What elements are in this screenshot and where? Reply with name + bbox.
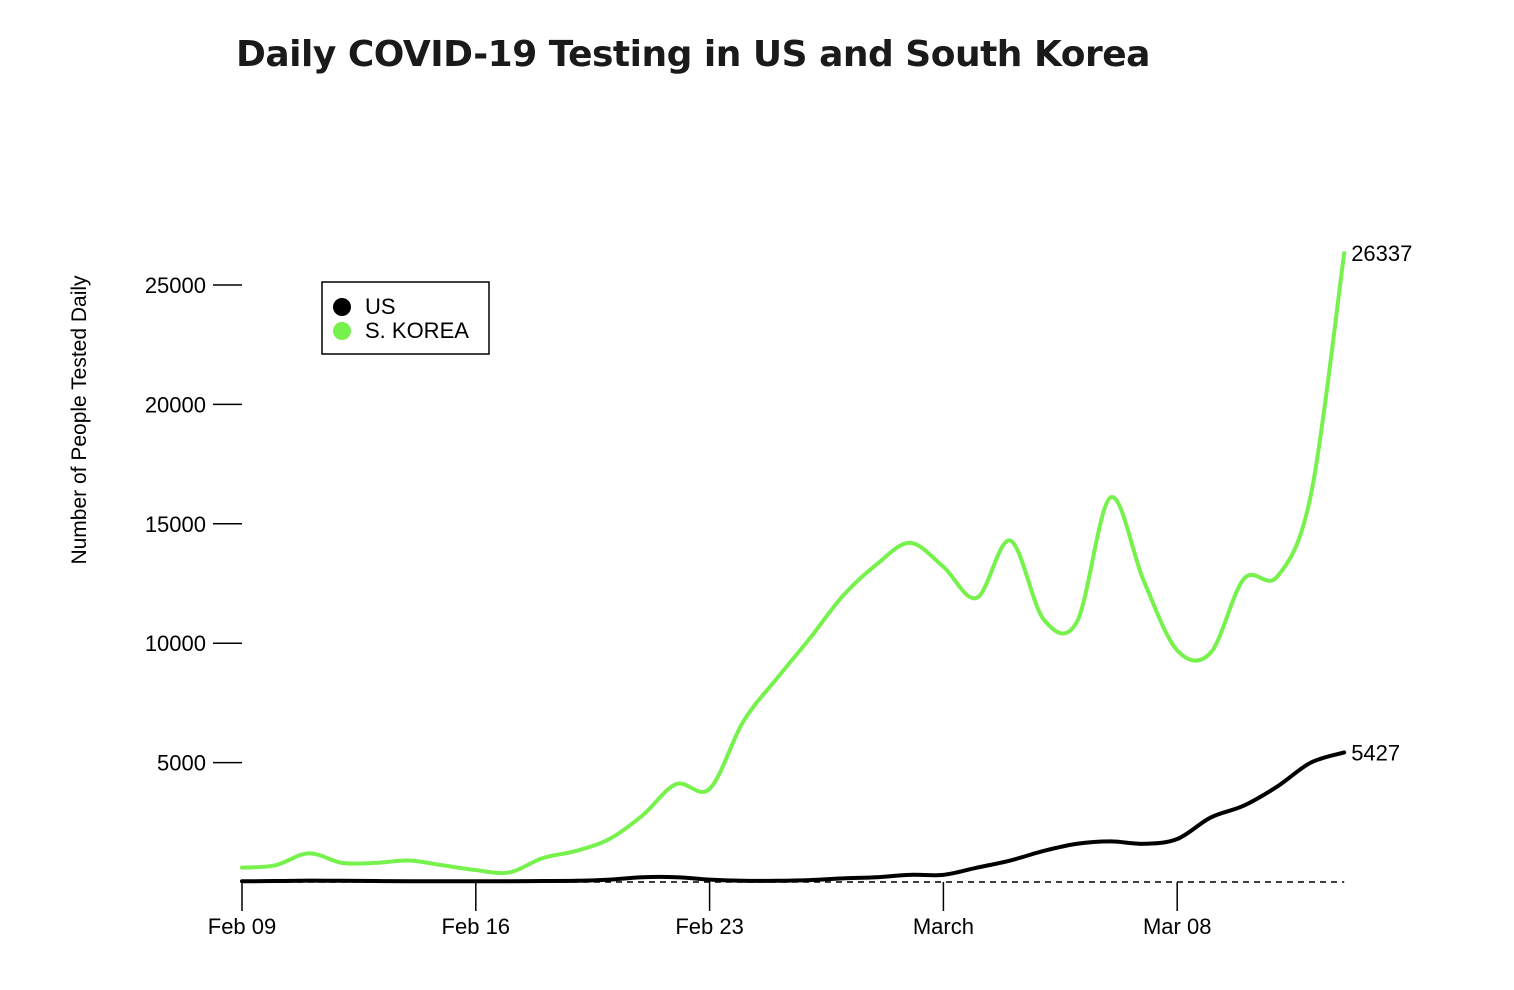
x-tick-label: Feb 09 bbox=[208, 914, 277, 939]
y-tick-label: 20000 bbox=[145, 392, 206, 417]
y-tick-label: 5000 bbox=[157, 751, 206, 776]
legend: US S. KOREA bbox=[321, 281, 490, 355]
series-layer bbox=[240, 251, 1347, 884]
end-value-label-s-korea: 26337 bbox=[1351, 241, 1412, 266]
legend-dot-s-korea bbox=[333, 322, 351, 340]
x-tick-label: Mar 08 bbox=[1143, 914, 1211, 939]
end-labels: 26337 5427 bbox=[1351, 241, 1412, 765]
chart-title: Daily COVID-19 Testing in US and South K… bbox=[236, 34, 1150, 75]
legend-label-s-korea: S. KOREA bbox=[365, 318, 469, 343]
y-axis-label: Number of People Tested Daily bbox=[68, 275, 91, 565]
legend-box bbox=[321, 281, 490, 355]
series-line-s-korea bbox=[240, 251, 1347, 876]
legend-label-us: US bbox=[365, 294, 396, 319]
x-tick-label: Feb 16 bbox=[442, 914, 511, 939]
end-value-label-us: 5427 bbox=[1351, 740, 1400, 765]
x-axis: Feb 09 Feb 16 Feb 23 March Mar 08 bbox=[208, 882, 1211, 939]
y-tick-label: 25000 bbox=[145, 273, 206, 298]
y-axis: 5000 10000 15000 20000 25000 bbox=[145, 273, 242, 776]
y-tick-label: 10000 bbox=[145, 631, 206, 656]
series-line-us bbox=[240, 750, 1347, 884]
y-tick-label: 15000 bbox=[145, 512, 206, 537]
x-tick-label: March bbox=[913, 914, 974, 939]
legend-dot-us bbox=[333, 298, 351, 316]
x-tick-label: Feb 23 bbox=[675, 914, 744, 939]
